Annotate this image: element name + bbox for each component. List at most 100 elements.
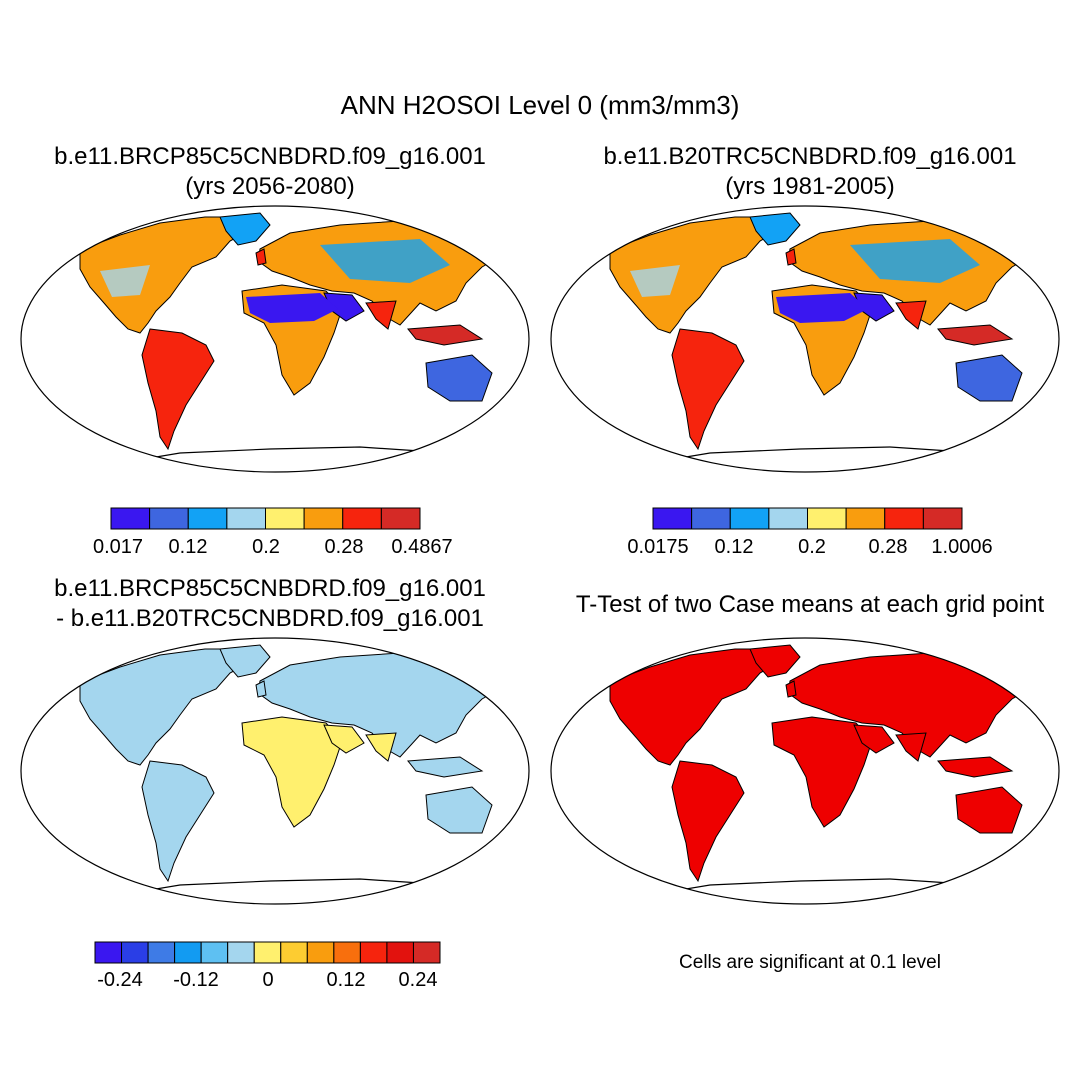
landmass-greenland <box>219 212 271 246</box>
antarctica-coast <box>649 446 1021 464</box>
sahara-region <box>246 293 338 323</box>
colorbar-swatch <box>253 941 282 964</box>
panel-4-map <box>550 637 1060 905</box>
landmass-india <box>365 732 397 762</box>
panel-1-tick-label: 0.2 <box>252 536 280 558</box>
landmass-greenland <box>219 644 271 678</box>
colorbar-swatch <box>884 507 924 530</box>
colorbar-swatch <box>333 941 361 964</box>
landmass-africa <box>771 716 873 828</box>
landmass-greenland <box>749 644 801 678</box>
colorbar-swatch <box>174 941 202 964</box>
colorbar-swatch <box>729 507 770 530</box>
western-na-region <box>630 265 680 297</box>
colorbar-swatch <box>265 507 305 530</box>
antarctica-coast <box>119 878 491 896</box>
map-boundary <box>550 205 1060 473</box>
colorbar-swatch <box>691 507 731 530</box>
colorbar-swatch <box>110 507 151 530</box>
landmass-australia <box>425 354 493 402</box>
landmass-namerica <box>79 648 253 766</box>
panel-2-title: b.e11.B20TRC5CNBDRD.f09_g16.001 (yrs 198… <box>560 142 1060 202</box>
colorbar-swatch <box>845 507 886 530</box>
colorbar-swatch <box>652 507 693 530</box>
landmass-indonesia <box>407 324 484 346</box>
landmass-india <box>365 300 397 330</box>
colorbar-swatch <box>187 507 228 530</box>
landmass-namerica <box>609 648 783 766</box>
colorbar-swatch <box>807 507 847 530</box>
colorbar-swatch <box>147 941 176 964</box>
landmass-samerica <box>671 328 745 451</box>
panel-3-tick-label: 0 <box>262 969 274 991</box>
landmass-arabia <box>853 724 895 754</box>
landmass-uk <box>785 680 797 698</box>
panel-3-title-line1: b.e11.BRCP85C5CNBDRD.f09_g16.001 <box>54 575 486 602</box>
figure-title: ANN H2OSOI Level 0 (mm3/mm3) <box>340 90 740 120</box>
central-asia-region <box>850 239 980 283</box>
panel-1-title: b.e11.BRCP85C5CNBDRD.f09_g16.001 (yrs 20… <box>20 142 520 202</box>
landmass-greenland <box>749 212 801 246</box>
central-asia-region <box>320 239 450 283</box>
panel-1-tick-label: 0.4867 <box>391 536 453 558</box>
colorbar-swatch <box>227 941 255 964</box>
landmass-africa <box>241 716 343 828</box>
panel-3-title: b.e11.BRCP85C5CNBDRD.f09_g16.001 - b.e11… <box>20 574 520 634</box>
panel-4-title: T-Test of two Case means at each grid po… <box>575 591 1045 618</box>
panel-3-tick-label: 0.24 <box>398 969 438 991</box>
panel-2-tick-label: 0.28 <box>868 536 908 558</box>
panel-1-tick-label: 0.28 <box>324 536 364 558</box>
panel-1-tick-label: 0.017 <box>92 536 144 558</box>
colorbar-swatch <box>306 941 335 964</box>
panel-2-tick-label: 0.2 <box>798 536 826 558</box>
landmass-australia <box>955 354 1023 402</box>
landmass-australia <box>425 786 493 834</box>
panel-3-tick-label: -0.12 <box>173 969 219 991</box>
map-boundary <box>550 637 1060 905</box>
panel-3-map <box>20 637 530 905</box>
panel-1-colorbar <box>110 507 421 530</box>
colorbar-swatch <box>226 507 266 530</box>
landmass-samerica <box>671 760 745 883</box>
panel-3-title-line2: - b.e11.B20TRC5CNBDRD.f09_g16.001 <box>56 605 484 632</box>
colorbar-swatch <box>303 507 344 530</box>
sahara-region <box>776 293 868 323</box>
landmass-india <box>895 732 927 762</box>
panel-1-map <box>20 205 530 473</box>
panel-2-title-line2: (yrs 1981-2005) <box>725 173 895 200</box>
panel-2-title-line1: b.e11.B20TRC5CNBDRD.f09_g16.001 <box>603 143 1017 170</box>
colorbar-swatch <box>149 507 189 530</box>
colorbar-swatch <box>412 941 441 964</box>
landmass-uk <box>255 248 267 266</box>
panel-2-tick-label: 1.0006 <box>931 536 993 558</box>
panel-1-tick-label: 0.12 <box>168 536 208 558</box>
panel-1-title-line2: (yrs 2056-2080) <box>185 173 355 200</box>
map-boundary <box>20 637 530 905</box>
landmass-uk <box>255 680 267 698</box>
panel-2-map <box>550 205 1060 473</box>
landmass-india <box>895 300 927 330</box>
colorbar-swatch <box>386 941 414 964</box>
colorbar-swatch <box>200 941 229 964</box>
colorbar-swatch <box>121 941 149 964</box>
panel-2-colorbar <box>652 507 963 530</box>
panel-1-title-line1: b.e11.BRCP85C5CNBDRD.f09_g16.001 <box>54 143 486 170</box>
colorbar-swatch <box>359 941 388 964</box>
western-na-region <box>100 265 150 297</box>
landmass-indonesia <box>937 324 1014 346</box>
panel-2-tick-label: 0.0175 <box>627 536 689 558</box>
significance-note: Cells are significant at 0.1 level <box>679 952 941 973</box>
landmass-arabia <box>323 724 365 754</box>
antarctica-coast <box>649 878 1021 896</box>
panel-3-colorbar <box>94 941 441 964</box>
landmass-australia <box>955 786 1023 834</box>
landmass-namerica <box>609 216 783 334</box>
landmass-uk <box>785 248 797 266</box>
map-boundary <box>20 205 530 473</box>
landmass-indonesia <box>407 756 484 778</box>
colorbar-swatch <box>768 507 808 530</box>
colorbar-swatch <box>380 507 421 530</box>
colorbar-swatch <box>922 507 963 530</box>
panel-2-tick-label: 0.12 <box>714 536 754 558</box>
landmass-namerica <box>79 216 253 334</box>
